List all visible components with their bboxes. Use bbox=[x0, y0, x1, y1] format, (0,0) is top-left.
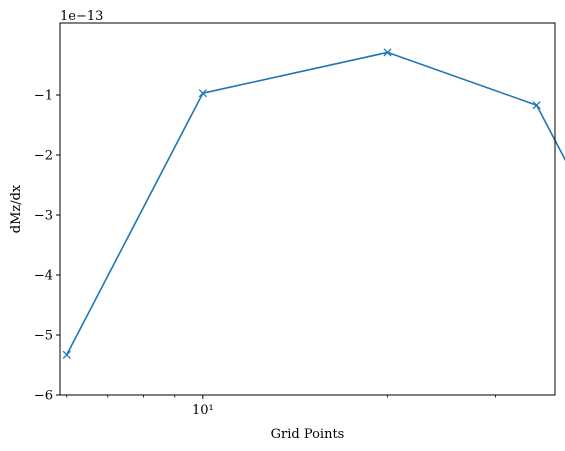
y-offset-label: 1e−13 bbox=[60, 9, 103, 24]
data-point-marker bbox=[532, 101, 541, 110]
data-point-marker bbox=[62, 350, 71, 359]
y-tick-label: −6 bbox=[34, 389, 53, 404]
y-tick-label: −5 bbox=[34, 329, 53, 344]
y-tick-label: −2 bbox=[34, 149, 53, 164]
y-tick-label: −1 bbox=[34, 89, 53, 104]
y-axis-label: dMz/dx bbox=[9, 184, 24, 233]
axes: −1 −2 −3 −4 −5 −6 10¹ bbox=[34, 89, 496, 418]
data-point-marker bbox=[198, 89, 207, 98]
marker-stroke bbox=[532, 101, 541, 110]
x-tick-label: 10¹ bbox=[192, 403, 214, 418]
y-tick-label: −4 bbox=[34, 269, 53, 284]
marker-stroke bbox=[62, 350, 71, 359]
x-axis-label: Grid Points bbox=[271, 427, 345, 442]
data-point-marker bbox=[383, 48, 392, 57]
y-tick-label: −3 bbox=[34, 209, 53, 224]
series-layer bbox=[62, 48, 565, 359]
series-line bbox=[66, 51, 565, 356]
marker-stroke bbox=[383, 48, 392, 57]
marker-stroke bbox=[198, 89, 207, 98]
plot-frame bbox=[59, 22, 556, 396]
